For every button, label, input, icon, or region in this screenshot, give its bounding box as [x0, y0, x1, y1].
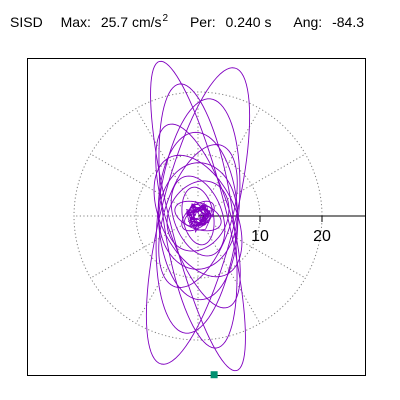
- radial-tick-label-20: 20: [313, 228, 331, 245]
- motion-loop-3: [158, 83, 238, 349]
- grid-spoke-60: [207, 108, 261, 200]
- motion-loop-1: [150, 60, 246, 372]
- angle-value: -84.3: [332, 14, 364, 30]
- max-value: 25.7 cm/s: [100, 14, 162, 30]
- motion-loop-7: [158, 144, 238, 288]
- grid-spoke-120: [135, 108, 189, 200]
- grid-spoke-210: [90, 225, 182, 279]
- grid-spoke-300: [207, 232, 261, 324]
- motion-loop-8: [153, 154, 243, 278]
- motion-loop-12: [181, 186, 215, 246]
- angle-label: Ang:: [293, 14, 323, 30]
- motion-loop-11: [166, 180, 230, 252]
- motion-trace: [145, 60, 251, 372]
- max-label: Max:: [60, 14, 91, 30]
- motion-loop-9: [158, 162, 238, 270]
- motion-loop-13: [174, 200, 222, 232]
- max-unit-exponent: 2: [162, 13, 169, 24]
- center-scribble: [185, 200, 214, 234]
- east-axis: 10 20: [198, 215, 366, 245]
- motion-loop-6: [157, 131, 239, 301]
- period-value: 0.240 s: [225, 14, 272, 30]
- grid-spoke-240: [135, 232, 189, 324]
- period-label: Per:: [189, 14, 216, 30]
- plot-frame: [27, 58, 366, 376]
- grid-spoke-30: [214, 153, 306, 207]
- station-code: SISD: [10, 14, 43, 30]
- radial-tick-label-10: 10: [251, 228, 269, 245]
- peak-marker-group: [210, 371, 218, 379]
- plot-header: SISD Max: 25.7 cm/s2 Per: 0.240 s Ang: -…: [10, 13, 364, 33]
- motion-loop-5: [155, 123, 241, 309]
- grid-spoke-330: [214, 225, 306, 279]
- grid-spoke-150: [90, 153, 182, 207]
- motion-loop-2: [145, 67, 251, 365]
- peak-marker: [210, 371, 218, 379]
